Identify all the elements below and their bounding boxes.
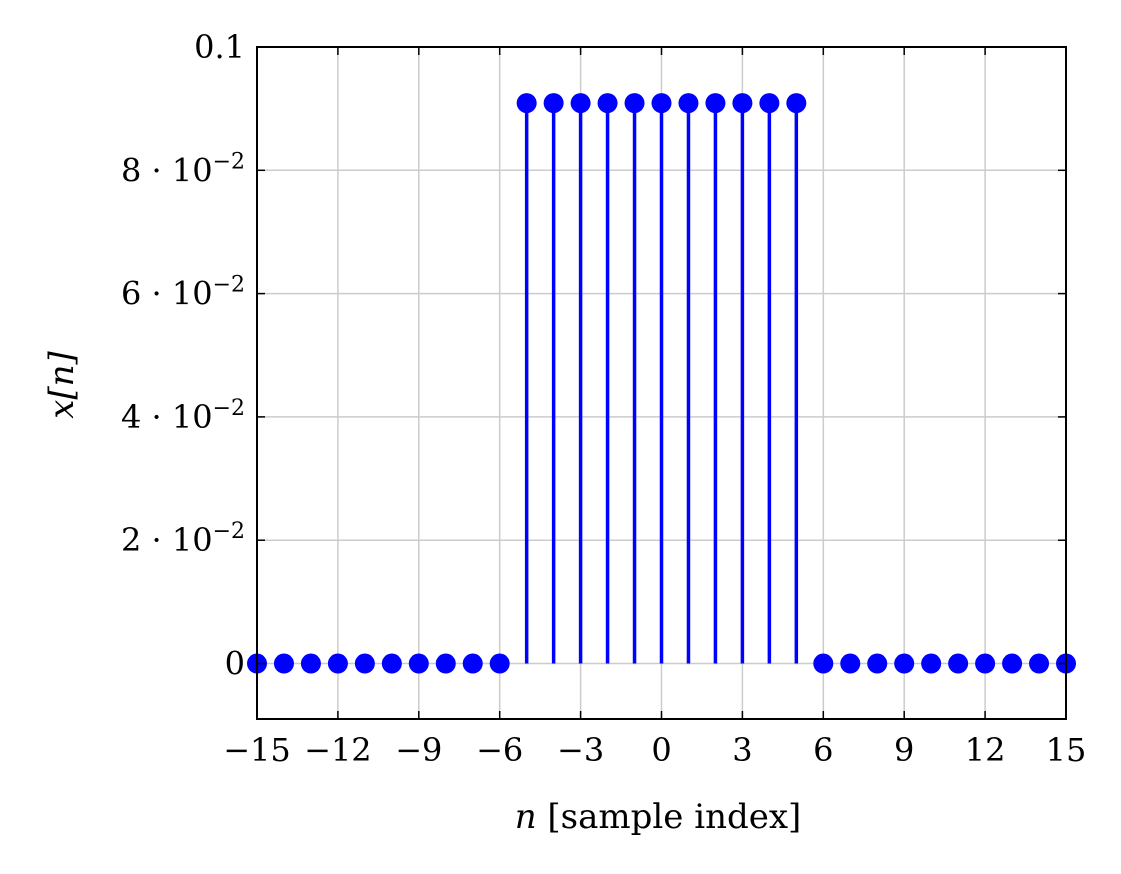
stem-marker	[381, 653, 402, 674]
x-axis-title: n [sample index]	[515, 797, 802, 837]
stem-marker	[1029, 653, 1050, 674]
x-axis-description: [sample index]	[537, 797, 802, 837]
y-tick-label: 0	[225, 645, 245, 683]
markers	[247, 93, 1076, 674]
stem-marker	[1002, 653, 1023, 674]
stem-marker	[975, 653, 996, 674]
stem-marker	[570, 93, 591, 114]
x-tick-label: 15	[1046, 731, 1087, 769]
stem-marker	[597, 93, 618, 114]
stem-marker	[813, 653, 834, 674]
stem-marker	[921, 653, 942, 674]
x-tick-label: −12	[304, 731, 372, 769]
y-tick-label: 2 · 10−2	[121, 519, 245, 559]
stem-marker	[705, 93, 726, 114]
axis-ticks	[256, 46, 1067, 719]
stem-marker	[327, 653, 348, 674]
stem-marker	[894, 653, 915, 674]
x-tick-label: 12	[965, 731, 1006, 769]
stem-marker	[786, 93, 807, 114]
y-tick-labels: 0 2 · 10−2 4 · 10−2 6 · 10−2 8 · 10−2 0.1	[121, 28, 245, 683]
x-tick-label: 0	[651, 731, 671, 769]
stem-marker	[354, 653, 375, 674]
stems	[524, 103, 799, 664]
stem-marker	[435, 653, 456, 674]
y-axis-title: x[n]	[42, 350, 82, 418]
stem-marker	[948, 653, 969, 674]
x-tick-labels: −15 −12 −9 −6 −3 0 3 6 9 12 15	[223, 731, 1086, 769]
y-tick-label: 4 · 10−2	[121, 396, 245, 436]
y-axis-variable: x[n]	[42, 350, 82, 418]
stem-marker	[651, 93, 672, 114]
x-tick-label: −3	[557, 731, 604, 769]
x-tick-label: 6	[813, 731, 833, 769]
x-tick-label: −15	[223, 731, 291, 769]
stem-marker	[300, 653, 321, 674]
x-tick-label: 3	[732, 731, 752, 769]
stem-marker	[678, 93, 699, 114]
y-tick-label: 0.1	[194, 28, 245, 66]
stem-marker	[273, 653, 294, 674]
y-tick-label: 8 · 10−2	[121, 149, 245, 189]
y-tick-label: 6 · 10−2	[121, 273, 245, 313]
stem-marker	[867, 653, 888, 674]
x-axis-variable: n	[515, 797, 537, 837]
stem-marker	[462, 653, 483, 674]
stem-marker	[408, 653, 429, 674]
x-tick-label: −6	[476, 731, 523, 769]
stem-marker	[489, 653, 510, 674]
x-tick-label: −9	[395, 731, 442, 769]
stem-marker	[732, 93, 753, 114]
stem-marker	[516, 93, 537, 114]
stem-marker	[624, 93, 645, 114]
x-tick-label: 9	[894, 731, 914, 769]
stem-marker	[543, 93, 564, 114]
stem-marker	[840, 653, 861, 674]
stem-marker	[759, 93, 780, 114]
